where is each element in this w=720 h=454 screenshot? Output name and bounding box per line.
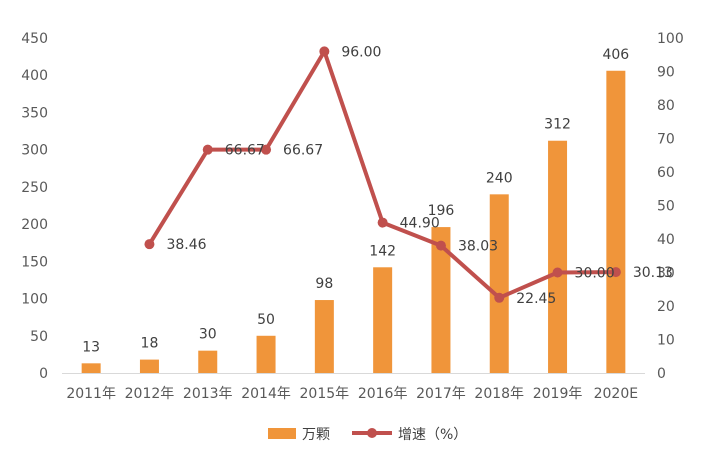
bar-5 (373, 267, 393, 373)
bar-6 (431, 227, 451, 373)
right-tick-label-3: 30 (657, 266, 675, 282)
x-axis-ticks: 2011年 2012年 2013年 2014年 2015年 2016年 2017年 2018年… (66, 386, 638, 402)
right-tick-label-7: 70 (657, 132, 675, 148)
bar-label-5: 142 (369, 243, 396, 259)
left-tick-label-6: 300 (21, 143, 48, 159)
bar-label-2: 30 (199, 327, 217, 343)
bar-1 (139, 359, 159, 373)
bar-label-0: 13 (82, 339, 100, 355)
line-point-4 (319, 46, 330, 57)
line-label-5: 44.90 (400, 216, 440, 232)
right-tick-label-6: 60 (657, 165, 675, 181)
bar-label-9: 406 (602, 47, 629, 63)
right-tick-label-0: 0 (657, 366, 666, 382)
bar-8 (548, 140, 568, 373)
left-tick-label-5: 250 (21, 180, 48, 196)
bar-4 (314, 300, 334, 373)
line-point-1 (144, 239, 155, 250)
left-tick-label-4: 200 (21, 217, 48, 233)
left-tick-label-2: 100 (21, 292, 48, 308)
line-label-8: 30.00 (575, 266, 615, 282)
growth-line (147, 49, 616, 300)
x-tick-label-8: 2019年 (533, 386, 583, 402)
x-tick-label-5: 2016年 (358, 386, 408, 402)
right-tick-label-5: 50 (657, 199, 675, 215)
left-tick-label-7: 350 (21, 105, 48, 121)
bar-label-7: 240 (486, 170, 513, 186)
bar-label-3: 50 (257, 312, 275, 328)
right-tick-label-4: 40 (657, 232, 675, 248)
left-tick-label-3: 150 (21, 254, 48, 270)
bar-3 (256, 335, 276, 373)
bar-series (81, 70, 626, 373)
bar-2 (198, 350, 218, 373)
bar-label-8: 312 (544, 117, 571, 133)
right-axis-ticks: 0 10 20 30 40 50 60 70 80 90 100 (657, 31, 684, 382)
line-data-labels: 38.46 66.67 66.67 96.00 44.90 38.03 22.45 30.00… (166, 44, 672, 306)
bar-label-1: 18 (141, 336, 159, 352)
bar-9 (606, 70, 626, 373)
line-point-6 (435, 240, 446, 251)
line-label-9: 30.13 (633, 265, 673, 281)
bar-label-6: 196 (428, 203, 455, 219)
bar-data-labels: 13 18 30 50 98 142 196 240 312 406 (82, 47, 629, 356)
left-tick-label-0: 0 (39, 366, 48, 382)
line-point-8 (552, 267, 563, 278)
legend-swatch-dot (367, 428, 377, 438)
line-label-1: 38.46 (166, 237, 206, 253)
right-tick-label-9: 90 (657, 65, 675, 81)
bar-7 (489, 194, 509, 373)
line-point-9 (610, 267, 621, 278)
x-tick-label-3: 2014年 (241, 386, 291, 402)
legend-label-bars: 万颗 (302, 427, 330, 443)
x-tick-label-9: 2020E (594, 386, 638, 402)
right-tick-label-2: 20 (657, 299, 675, 315)
right-tick-label-8: 80 (657, 98, 675, 114)
x-tick-label-0: 2011年 (66, 386, 116, 402)
x-tick-label-6: 2017年 (416, 386, 466, 402)
right-tick-label-1: 10 (657, 333, 675, 349)
legend-swatch-bars (268, 428, 296, 439)
legend: 万颗 增速（%） (268, 427, 467, 443)
line-point-7 (494, 292, 505, 303)
bar-label-4: 98 (315, 276, 333, 292)
line-label-4: 96.00 (341, 44, 381, 60)
line-label-6: 38.03 (458, 239, 498, 255)
x-tick-label-7: 2018年 (474, 386, 524, 402)
legend-label-line: 增速（%） (398, 427, 467, 443)
line-label-7: 22.45 (516, 291, 556, 307)
line-point-5 (377, 217, 388, 228)
left-tick-label-1: 50 (30, 329, 48, 345)
left-axis-ticks: 0 50 100 150 200 250 300 350 400 450 (21, 31, 48, 382)
line-label-3: 66.67 (283, 143, 323, 159)
line-series (144, 46, 621, 303)
right-tick-label-10: 100 (657, 31, 684, 47)
left-tick-label-9: 450 (21, 31, 48, 47)
left-tick-label-8: 400 (21, 68, 48, 84)
x-tick-label-2: 2013年 (183, 386, 233, 402)
line-point-2 (202, 144, 213, 155)
x-tick-label-1: 2012年 (125, 386, 175, 402)
line-point-3 (261, 144, 272, 155)
line-label-2: 66.67 (225, 143, 265, 159)
bar-0 (81, 363, 101, 373)
x-tick-label-4: 2015年 (300, 386, 350, 402)
